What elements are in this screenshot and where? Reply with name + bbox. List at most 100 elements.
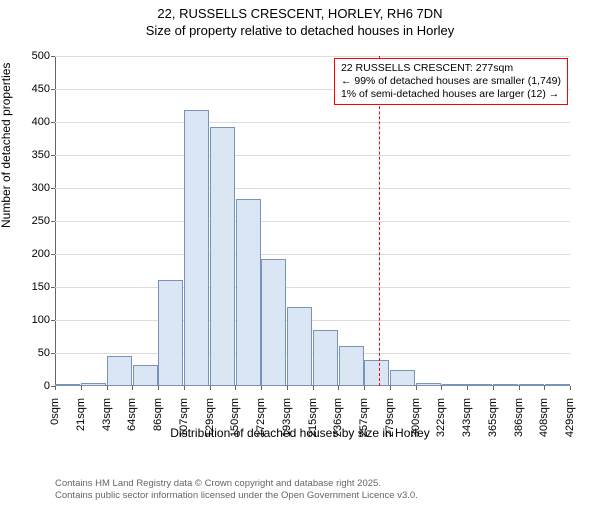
y-tick-mark	[51, 89, 55, 90]
x-tick-mark	[570, 386, 571, 390]
chart-container: Number of detached properties Distributi…	[0, 46, 600, 446]
x-tick-label: 107sqm	[178, 398, 190, 458]
y-tick-mark	[51, 353, 55, 354]
histogram-bar	[467, 384, 492, 386]
x-tick-label: 236sqm	[332, 398, 344, 458]
title-line-1: 22, RUSSELLS CRESCENT, HORLEY, RH6 7DN	[157, 6, 442, 21]
x-tick-label: 408sqm	[538, 398, 550, 458]
y-tick-label: 400	[10, 116, 50, 128]
histogram-bar	[210, 127, 235, 386]
gridline	[55, 287, 570, 288]
x-tick-mark	[287, 386, 288, 390]
y-tick-mark	[51, 188, 55, 189]
histogram-bar	[442, 384, 467, 386]
histogram-bar	[158, 280, 183, 386]
gridline	[55, 56, 570, 57]
x-tick-mark	[184, 386, 185, 390]
x-tick-mark	[107, 386, 108, 390]
callout-line-3: 1% of semi-detached houses are larger (1…	[341, 88, 561, 101]
x-tick-label: 279sqm	[384, 398, 396, 458]
property-marker-line	[379, 56, 380, 386]
histogram-bar	[261, 259, 286, 386]
x-tick-label: 343sqm	[461, 398, 473, 458]
y-tick-label: 450	[10, 83, 50, 95]
histogram-bar	[416, 383, 441, 386]
y-tick-label: 150	[10, 281, 50, 293]
x-tick-mark	[467, 386, 468, 390]
x-tick-mark	[493, 386, 494, 390]
x-tick-label: 193sqm	[281, 398, 293, 458]
y-tick-label: 100	[10, 314, 50, 326]
x-tick-mark	[338, 386, 339, 390]
histogram-bar	[519, 384, 544, 386]
gridline	[55, 188, 570, 189]
x-tick-label: 172sqm	[255, 398, 267, 458]
x-tick-label: 86sqm	[152, 398, 164, 458]
histogram-bar	[236, 199, 261, 386]
histogram-bar	[493, 384, 518, 386]
x-tick-mark	[364, 386, 365, 390]
y-tick-label: 50	[10, 347, 50, 359]
callout-line-2: ← 99% of detached houses are smaller (1,…	[341, 75, 561, 88]
x-tick-mark	[441, 386, 442, 390]
x-tick-mark	[519, 386, 520, 390]
x-tick-label: 64sqm	[126, 398, 138, 458]
x-axis-label: Distribution of detached houses by size …	[0, 426, 600, 440]
plot-area	[55, 56, 570, 386]
y-tick-label: 300	[10, 182, 50, 194]
x-tick-label: 0sqm	[49, 398, 61, 458]
x-tick-mark	[158, 386, 159, 390]
chart-title: 22, RUSSELLS CRESCENT, HORLEY, RH6 7DN S…	[0, 6, 600, 40]
x-tick-label: 43sqm	[101, 398, 113, 458]
x-tick-label: 257sqm	[358, 398, 370, 458]
gridline	[55, 155, 570, 156]
footer-line-1: Contains HM Land Registry data © Crown c…	[55, 478, 381, 489]
histogram-bar	[81, 383, 106, 386]
x-tick-mark	[55, 386, 56, 390]
y-tick-label: 350	[10, 149, 50, 161]
footer-line-2: Contains public sector information licen…	[55, 490, 418, 501]
x-tick-label: 300sqm	[410, 398, 422, 458]
y-tick-label: 200	[10, 248, 50, 260]
y-tick-label: 0	[10, 380, 50, 392]
x-tick-label: 365sqm	[487, 398, 499, 458]
x-tick-mark	[313, 386, 314, 390]
x-tick-mark	[544, 386, 545, 390]
gridline	[55, 122, 570, 123]
histogram-bar	[339, 346, 364, 386]
x-tick-mark	[390, 386, 391, 390]
histogram-bar	[390, 370, 415, 387]
x-tick-mark	[261, 386, 262, 390]
x-tick-label: 129sqm	[204, 398, 216, 458]
x-tick-label: 429sqm	[564, 398, 576, 458]
gridline	[55, 221, 570, 222]
x-tick-mark	[235, 386, 236, 390]
y-tick-mark	[51, 221, 55, 222]
x-tick-mark	[210, 386, 211, 390]
callout-line-1: 22 RUSSELLS CRESCENT: 277sqm	[341, 62, 561, 75]
histogram-bar	[545, 384, 570, 386]
gridline	[55, 254, 570, 255]
y-tick-label: 500	[10, 50, 50, 62]
y-tick-mark	[51, 56, 55, 57]
histogram-bar	[107, 356, 132, 386]
x-tick-mark	[416, 386, 417, 390]
histogram-bar	[184, 110, 209, 386]
callout-box: 22 RUSSELLS CRESCENT: 277sqm← 99% of det…	[334, 58, 568, 105]
attribution-footer: Contains HM Land Registry data © Crown c…	[55, 478, 418, 502]
title-line-2: Size of property relative to detached ho…	[146, 23, 455, 38]
x-tick-label: 322sqm	[435, 398, 447, 458]
y-tick-mark	[51, 287, 55, 288]
y-tick-mark	[51, 320, 55, 321]
histogram-bar	[133, 365, 158, 386]
y-tick-mark	[51, 254, 55, 255]
x-tick-label: 150sqm	[229, 398, 241, 458]
x-tick-label: 215sqm	[307, 398, 319, 458]
histogram-bar	[55, 384, 80, 386]
x-tick-mark	[132, 386, 133, 390]
y-tick-mark	[51, 122, 55, 123]
x-tick-mark	[81, 386, 82, 390]
x-tick-label: 21sqm	[75, 398, 87, 458]
histogram-bar	[287, 307, 312, 386]
y-tick-label: 250	[10, 215, 50, 227]
